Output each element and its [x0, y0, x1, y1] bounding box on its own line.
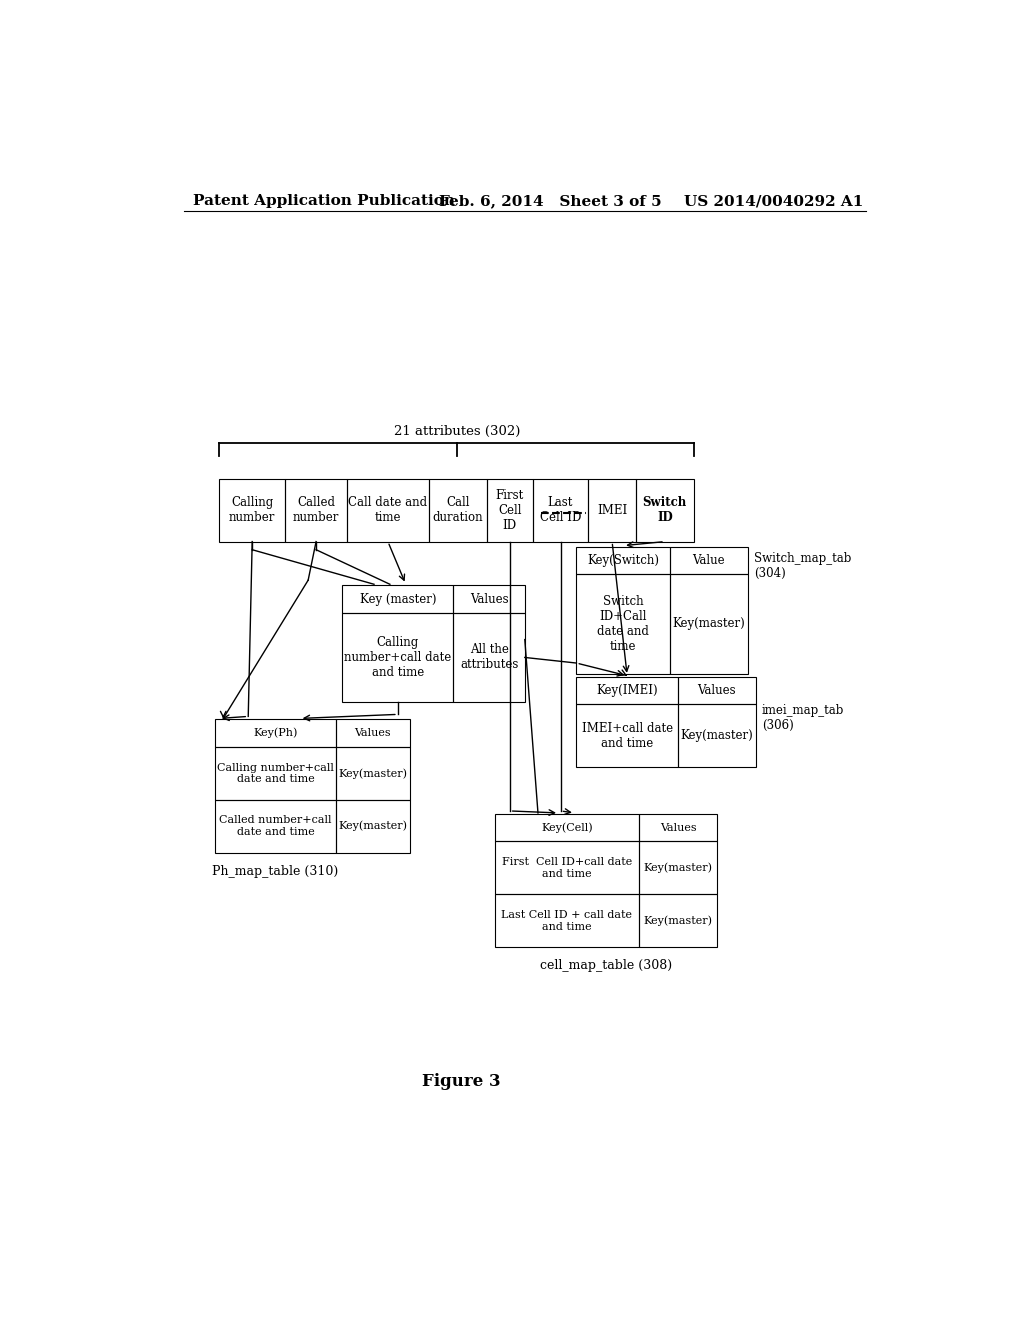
Bar [577, 546, 670, 574]
Bar [342, 612, 454, 702]
Text: IMEI+call date
and time: IMEI+call date and time [582, 722, 673, 750]
Bar [588, 479, 636, 541]
Text: Key(master): Key(master) [643, 862, 713, 873]
Bar [429, 479, 486, 541]
Text: Called number+call
date and time: Called number+call date and time [219, 816, 332, 837]
Bar [285, 479, 347, 541]
Bar [495, 814, 639, 841]
Text: Key(master): Key(master) [338, 768, 408, 779]
Bar [532, 479, 589, 541]
Bar [336, 800, 410, 853]
Bar [486, 479, 532, 541]
Text: Switch_map_tab
(304): Switch_map_tab (304) [754, 552, 852, 579]
Text: US 2014/0040292 A1: US 2014/0040292 A1 [684, 194, 863, 209]
Text: Key(Ph): Key(Ph) [253, 727, 298, 738]
Text: Switch
ID: Switch ID [643, 496, 687, 524]
Bar [577, 574, 670, 673]
Text: Key(master): Key(master) [673, 618, 745, 631]
Text: Values: Values [354, 729, 391, 738]
Bar [639, 841, 717, 894]
Text: Last Cell ID + call date
and time: Last Cell ID + call date and time [502, 909, 633, 932]
Bar [215, 800, 336, 853]
Bar [670, 546, 748, 574]
Text: Value: Value [692, 554, 725, 566]
Text: Ph_map_table (310): Ph_map_table (310) [213, 865, 339, 878]
Text: Key(Switch): Key(Switch) [587, 554, 659, 566]
Text: Call date and
time: Call date and time [348, 496, 427, 524]
Text: Key(master): Key(master) [338, 821, 408, 832]
Text: Key(master): Key(master) [681, 729, 754, 742]
Bar [215, 719, 336, 747]
Bar [678, 704, 756, 767]
Bar [495, 841, 639, 894]
Bar [495, 894, 639, 948]
Text: Key(IMEI): Key(IMEI) [596, 684, 658, 697]
Bar [577, 704, 678, 767]
Text: Feb. 6, 2014   Sheet 3 of 5: Feb. 6, 2014 Sheet 3 of 5 [439, 194, 662, 209]
Text: Key(Cell): Key(Cell) [541, 822, 593, 833]
Bar [636, 479, 694, 541]
Bar [347, 479, 429, 541]
Text: Values: Values [697, 684, 736, 697]
Bar [678, 677, 756, 704]
Bar [219, 479, 285, 541]
Text: Figure 3: Figure 3 [422, 1073, 501, 1090]
Bar [454, 612, 524, 702]
Bar [639, 814, 717, 841]
Bar [639, 894, 717, 948]
Bar [454, 585, 524, 612]
Text: All the
attributes: All the attributes [460, 643, 518, 672]
Bar [342, 585, 454, 612]
Bar [670, 574, 748, 673]
Text: Call
duration: Call duration [432, 496, 483, 524]
Text: Calling
number+call date
and time: Calling number+call date and time [344, 636, 452, 678]
Bar [215, 747, 336, 800]
Text: Calling
number: Calling number [229, 496, 275, 524]
Bar [336, 747, 410, 800]
Text: Values: Values [470, 593, 508, 606]
Bar [336, 719, 410, 747]
Text: Called
number: Called number [293, 496, 339, 524]
Text: IMEI: IMEI [597, 503, 628, 516]
Text: Switch
ID+Call
date and
time: Switch ID+Call date and time [597, 595, 649, 653]
Text: Last
Cell ID: Last Cell ID [540, 496, 582, 524]
Text: Key (master): Key (master) [359, 593, 436, 606]
Text: Key(master): Key(master) [643, 915, 713, 927]
Text: cell_map_table (308): cell_map_table (308) [540, 960, 672, 973]
Text: Patent Application Publication: Patent Application Publication [194, 194, 455, 209]
Text: First
Cell
ID: First Cell ID [496, 488, 524, 532]
Text: 21 attributes (302): 21 attributes (302) [394, 425, 520, 438]
Text: First  Cell ID+call date
and time: First Cell ID+call date and time [502, 857, 632, 879]
Bar [577, 677, 678, 704]
Text: Values: Values [659, 822, 696, 833]
Text: Calling number+call
date and time: Calling number+call date and time [217, 763, 334, 784]
Text: imei_map_tab
(306): imei_map_tab (306) [762, 704, 845, 731]
